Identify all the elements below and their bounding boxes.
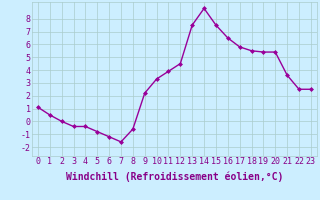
X-axis label: Windchill (Refroidissement éolien,°C): Windchill (Refroidissement éolien,°C): [66, 172, 283, 182]
